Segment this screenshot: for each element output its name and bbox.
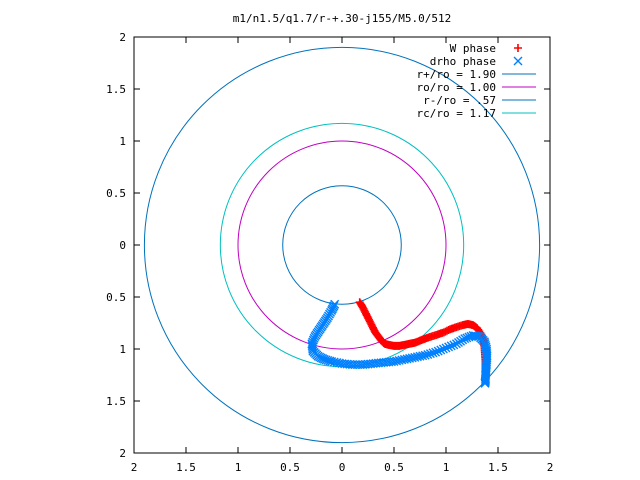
x-tick-label: 2 — [131, 461, 138, 474]
x-tick-label: 0.5 — [280, 461, 300, 474]
series-drho-phase — [307, 299, 492, 388]
drho-phase-point — [441, 343, 451, 353]
y-tick-label: 1 — [119, 343, 126, 356]
drho-phase-point — [480, 378, 490, 388]
circle-r-ro-57 — [282, 185, 402, 305]
y-tick-label: 0.5 — [106, 291, 126, 304]
chart-title: m1/n1.5/q1.7/r-+.30-j155/M5.0/512 — [233, 12, 452, 25]
circle-ro-ro-1-00 — [237, 140, 447, 350]
circle-r-ro-1-90 — [143, 46, 541, 444]
legend-label: drho phase — [430, 55, 496, 68]
x-tick-label: 1.5 — [176, 461, 196, 474]
y-tick-label: 1.5 — [106, 83, 126, 96]
x-tick-label: 0 — [339, 461, 346, 474]
drho-phase-point — [423, 349, 433, 359]
drho-phase-point — [444, 342, 454, 352]
drho-phase-point — [433, 346, 443, 356]
drho-phase-point — [425, 349, 435, 359]
drho-phase-point — [436, 345, 446, 355]
x-tick-label: 1 — [235, 461, 242, 474]
y-tick-label: 0.5 — [106, 187, 126, 200]
axis-ticks: 2 1.5 1 0.5 0 0.5 1 1.5 221.510.500.511.52 — [106, 31, 553, 474]
drho-phase-point — [418, 351, 428, 361]
y-tick-label: 2 — [119, 447, 126, 460]
x-tick-label: 1.5 — [488, 461, 508, 474]
drho-phase-point — [420, 350, 430, 360]
drho-phase-point — [438, 344, 448, 354]
y-tick-label: 1 — [119, 135, 126, 148]
drho-phase-point — [446, 341, 456, 351]
y-tick-label: 1.5 — [106, 395, 126, 408]
legend-label: rc/ro = 1.17 — [417, 107, 496, 120]
y-tick-label: 2 — [119, 31, 126, 44]
x-tick-label: 1 — [443, 461, 450, 474]
drho-phase-point — [307, 342, 317, 352]
phase-points — [307, 298, 492, 388]
legend-label: ro/ro = 1.00 — [417, 81, 496, 94]
y-tick-label: 0 — [119, 239, 126, 252]
drho-phase-point — [449, 340, 459, 350]
x-tick-label: 0.5 — [384, 461, 404, 474]
legend-label: W phase — [450, 42, 496, 55]
drho-phase-point — [431, 347, 441, 357]
legend-marker — [514, 44, 522, 52]
x-tick-label: 2 — [547, 461, 554, 474]
drho-phase-point — [428, 348, 438, 358]
legend-marker — [513, 56, 523, 66]
legend-label: r-/ro = .57 — [423, 94, 496, 107]
legend-label: r+/ro = 1.90 — [417, 68, 496, 81]
